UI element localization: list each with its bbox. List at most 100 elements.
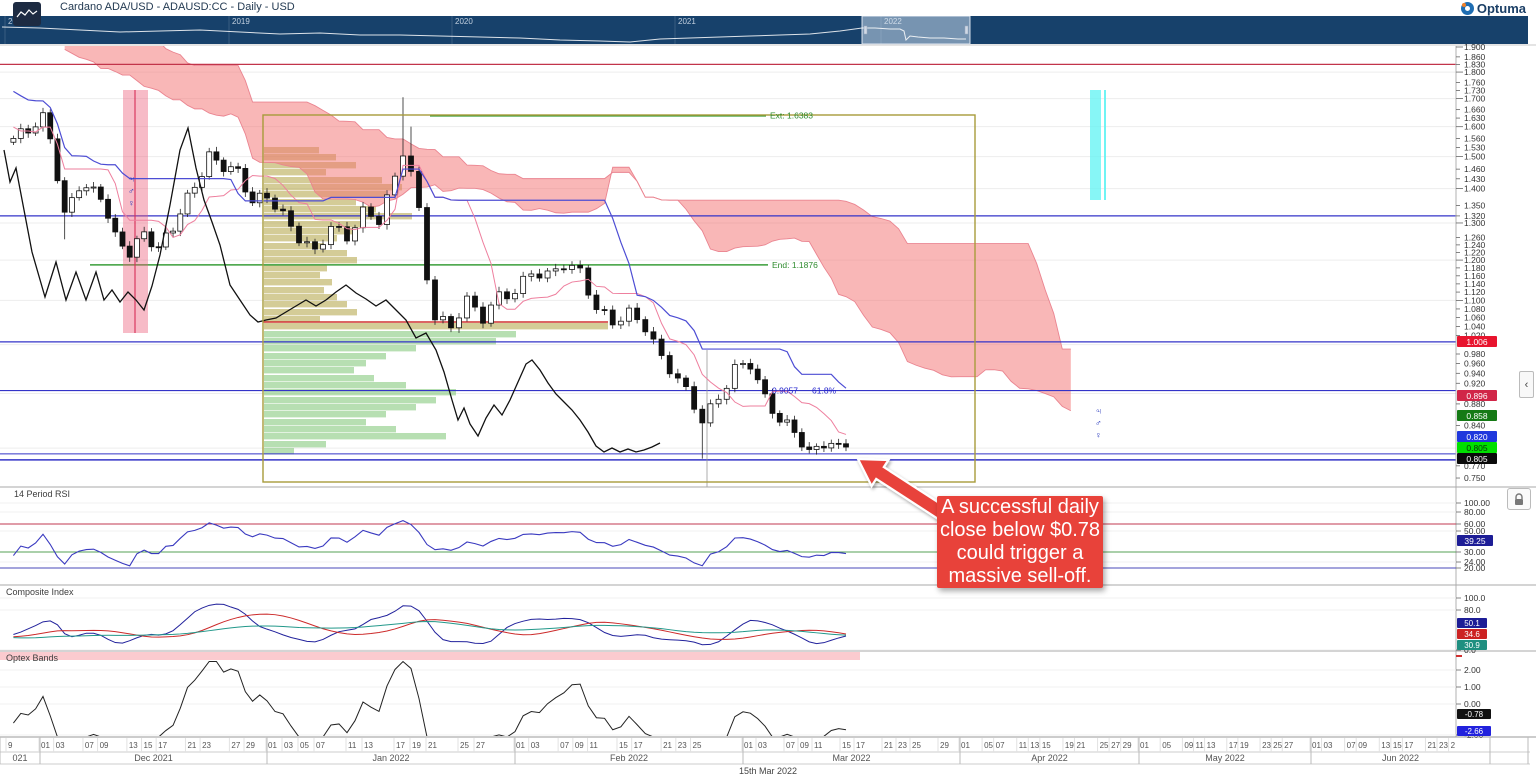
- volume-profile-bar: [264, 448, 294, 455]
- optuma-logo-text: Optuma: [1476, 0, 1526, 16]
- composite-tick-label: 100.0: [1464, 593, 1486, 603]
- day-label: 17: [634, 741, 643, 750]
- day-label: 17: [396, 741, 405, 750]
- candle-body: [336, 226, 342, 228]
- vertical-band[interactable]: [1104, 90, 1106, 200]
- day-label: 05: [984, 741, 993, 750]
- price-flag-label: 0.896: [1466, 391, 1488, 401]
- timeline-selection[interactable]: [861, 15, 971, 45]
- chart-title: Cardano ADA/USD - ADAUSD:CC - Daily - US…: [60, 1, 295, 13]
- annotation-arrow[interactable]: [856, 457, 954, 525]
- price-tick-label: 1.800: [1464, 67, 1486, 77]
- candle-body: [798, 432, 805, 448]
- day-label: 01: [744, 741, 753, 750]
- composite-tick-label: 80.0: [1464, 605, 1481, 615]
- day-label: 03: [284, 741, 293, 750]
- day-label: 03: [758, 741, 767, 750]
- candle-body: [376, 216, 382, 225]
- day-label: 05: [300, 741, 309, 750]
- price-flag: [1457, 453, 1497, 464]
- year-label: 2020: [455, 17, 473, 26]
- candle-body: [731, 364, 738, 389]
- candle-body: [650, 331, 657, 340]
- day-label: 11: [590, 741, 599, 750]
- price-tick-label: 1.040: [1464, 321, 1486, 331]
- day-label: 11: [1195, 741, 1204, 750]
- day-label: 21: [1076, 741, 1085, 750]
- app-icon[interactable]: [13, 2, 41, 26]
- day-label: 9: [8, 741, 13, 750]
- price-tick-label: 1.560: [1464, 133, 1486, 143]
- selection-handle-left[interactable]: [863, 25, 868, 35]
- rsi-tick-label: 80.00: [1464, 507, 1486, 517]
- candle-body: [47, 112, 54, 140]
- price-tick-label: 1.660: [1464, 105, 1486, 115]
- ichimoku-cloud: [64, 46, 1071, 411]
- rsi-line: [12, 520, 847, 567]
- candle-body: [424, 207, 430, 281]
- month-label: May 2022: [1205, 753, 1245, 763]
- price-flag-label: 1.006: [1466, 337, 1488, 347]
- candle-body: [312, 241, 318, 250]
- day-label: 21: [884, 741, 893, 750]
- candle-body: [791, 419, 798, 433]
- day-label: 13: [364, 741, 373, 750]
- vertical-band[interactable]: [134, 90, 136, 333]
- lock-button[interactable]: [1507, 488, 1531, 510]
- day-label: 09: [575, 741, 584, 750]
- day-label: 25: [693, 741, 702, 750]
- day-label: 21: [1427, 741, 1436, 750]
- day-label: 29: [246, 741, 255, 750]
- candle-body: [520, 275, 527, 294]
- rsi-panel: [0, 502, 1456, 569]
- volume-profile-bar: [264, 331, 516, 338]
- vertical-band[interactable]: [1090, 90, 1101, 200]
- day-label: 07: [996, 741, 1005, 750]
- collapse-axis-button[interactable]: ‹: [1519, 371, 1534, 398]
- day-label: 03: [56, 741, 65, 750]
- price-tick-label: 1.350: [1464, 200, 1486, 210]
- day-label: 23: [898, 741, 907, 750]
- lock-icon: [1515, 492, 1523, 505]
- composite-line: [13, 620, 847, 639]
- mini-chart-icon: [16, 9, 38, 18]
- candle-body: [17, 128, 24, 139]
- price-tick-label: 1.020: [1464, 330, 1486, 340]
- optex-tick-label: 0.00: [1464, 699, 1481, 709]
- price-tick-label: 1.860: [1464, 52, 1486, 62]
- day-label: 23: [678, 741, 687, 750]
- rsi-tick-label: 24.00: [1464, 557, 1486, 567]
- year-label: 2021: [678, 17, 696, 26]
- candle-body: [360, 206, 366, 229]
- candle-body: [512, 293, 518, 300]
- candle-body: [723, 387, 730, 400]
- optuma-logo-icon: [1460, 1, 1474, 15]
- day-label: 15: [619, 741, 628, 750]
- candle-body: [440, 316, 446, 321]
- optex-flag-label: -2.66: [1465, 727, 1484, 736]
- rsi-tick-label: 50.00: [1464, 526, 1486, 536]
- candle-body: [384, 194, 390, 225]
- candle-body: [784, 419, 791, 423]
- day-label: 17: [1229, 741, 1238, 750]
- day-label: 07: [316, 741, 325, 750]
- optex-panel-title: Optex Bands: [6, 653, 59, 663]
- candle-body: [769, 393, 776, 414]
- timeline-strip[interactable]: [0, 16, 1528, 44]
- fib-extension-box[interactable]: [262, 114, 976, 483]
- price-tick-label: 1.100: [1464, 295, 1486, 305]
- month-label: Feb 2022: [610, 753, 648, 763]
- annotation-callout[interactable]: A successful daily close below $0.78 cou…: [937, 496, 1103, 588]
- volume-profile-bar: [264, 345, 416, 352]
- price-tick-label: 1.730: [1464, 85, 1486, 95]
- candle-body: [288, 210, 294, 227]
- price-tick-label: 1.630: [1464, 113, 1486, 123]
- candle-body: [213, 151, 220, 161]
- selection-handle-right[interactable]: [964, 25, 969, 35]
- candle-body: [264, 192, 270, 199]
- volume-profile-bar: [264, 316, 320, 323]
- price-tick-label: 0.750: [1464, 473, 1486, 483]
- price-tick-label: 1.060: [1464, 313, 1486, 323]
- tenkan-line: [13, 126, 847, 435]
- candle-body: [148, 231, 155, 248]
